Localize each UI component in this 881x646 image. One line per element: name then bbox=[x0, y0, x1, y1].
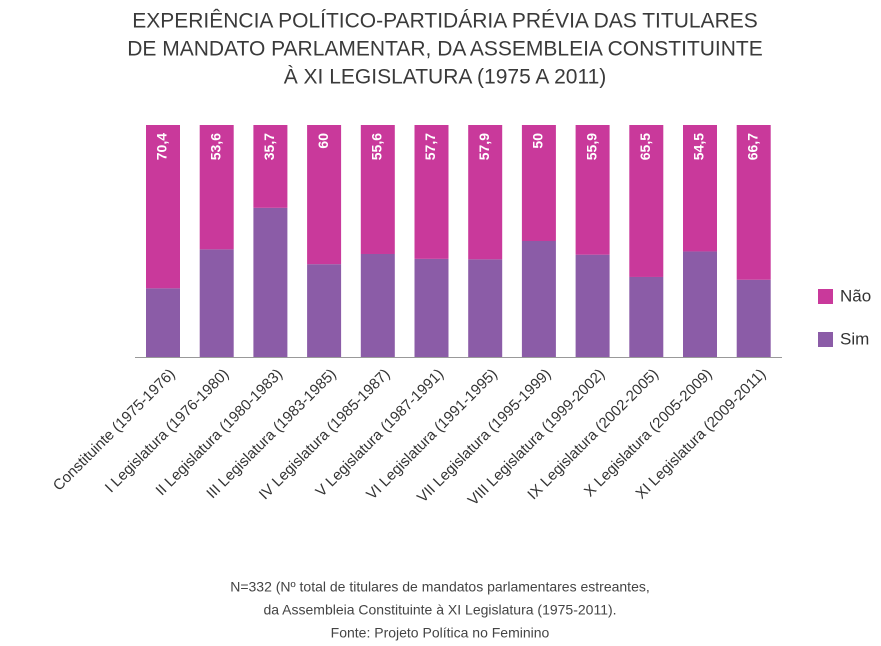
legend-label: Não bbox=[840, 286, 871, 305]
chart-title: DE MANDATO PARLAMENTAR, DA ASSEMBLEIA CO… bbox=[127, 38, 763, 61]
bar-segment bbox=[468, 125, 503, 260]
bar-segment bbox=[414, 125, 449, 259]
legend-swatch bbox=[818, 289, 833, 304]
chart-title: À XI LEGISLATURA (1975 A 2011) bbox=[284, 66, 607, 89]
bar-segment bbox=[736, 125, 771, 280]
bar-segment bbox=[629, 276, 664, 357]
bar-segment bbox=[253, 125, 288, 208]
note: Fonte: Projeto Política no Feminino bbox=[331, 625, 550, 641]
bar-segment bbox=[683, 125, 717, 252]
bar-segment bbox=[521, 241, 556, 357]
bar-segment bbox=[253, 207, 288, 357]
note: N=332 (Nº total de titulares de mandatos… bbox=[230, 579, 650, 595]
bar-segment bbox=[629, 125, 664, 277]
bar-segment bbox=[360, 125, 395, 254]
legend-label: Sim bbox=[840, 329, 869, 348]
bar-segment bbox=[575, 254, 610, 357]
note: da Assembleia Constituinte à XI Legislat… bbox=[263, 602, 616, 618]
data-label: 66,7 bbox=[744, 133, 760, 160]
data-label: 70,4 bbox=[154, 133, 170, 160]
bar-segment bbox=[521, 125, 556, 241]
data-label: 57,7 bbox=[422, 133, 438, 160]
bar-segment bbox=[307, 264, 342, 357]
bar-segment bbox=[146, 288, 180, 357]
bar-segment bbox=[468, 259, 503, 357]
bar-segment bbox=[414, 258, 449, 357]
data-label: 55,6 bbox=[369, 133, 385, 160]
data-label: 55,9 bbox=[583, 133, 599, 160]
bar-segment bbox=[307, 125, 342, 265]
data-label: 65,5 bbox=[637, 133, 653, 160]
bar-segment bbox=[575, 125, 610, 255]
bar-segment bbox=[199, 125, 234, 250]
bar-segment bbox=[360, 253, 395, 357]
data-label: 57,9 bbox=[476, 133, 492, 160]
bar-segment bbox=[146, 125, 180, 289]
data-label: 53,6 bbox=[207, 133, 223, 160]
data-label: 54,5 bbox=[691, 133, 707, 160]
data-label: 35,7 bbox=[261, 133, 277, 160]
data-label: 50 bbox=[530, 133, 546, 149]
bar-segment bbox=[683, 251, 717, 357]
bar-segment bbox=[736, 279, 771, 357]
bar-segment bbox=[199, 249, 234, 357]
data-label: 60 bbox=[315, 133, 331, 149]
legend-swatch bbox=[818, 332, 833, 347]
chart-title: EXPERIÊNCIA POLÍTICO-PARTIDÁRIA PRÉVIA D… bbox=[132, 10, 758, 33]
